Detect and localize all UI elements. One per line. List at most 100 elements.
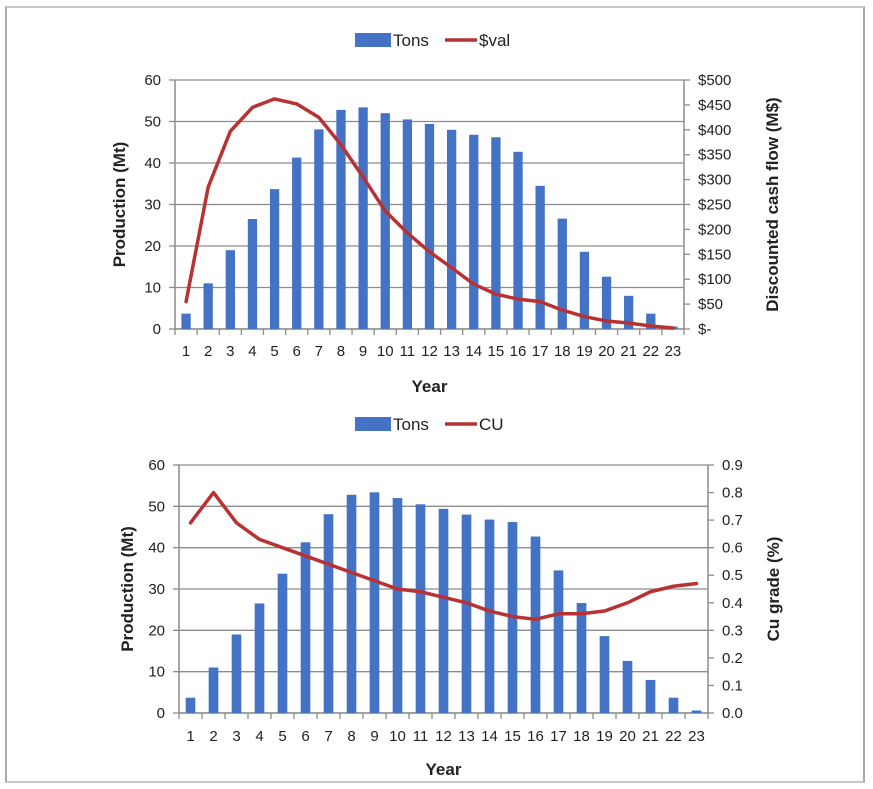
x-tick-label: 17 — [550, 728, 567, 745]
x-tick-label: 12 — [435, 728, 452, 745]
series-line-val — [184, 97, 675, 330]
bar — [336, 109, 346, 329]
x-tick-label: 21 — [620, 343, 637, 360]
x-tick-label: 4 — [255, 728, 263, 745]
figure-frame — [5, 6, 865, 783]
y-axis-title: Production (Mt) — [118, 526, 137, 652]
bar — [622, 660, 633, 713]
bar — [380, 113, 390, 329]
legend-label: $val — [479, 31, 510, 50]
chart-1: 0 10 20 30 40 50 60 $- $50 $100 $150 $200 $250 $300 $3… — [110, 31, 782, 396]
y2-tick-label: $200 — [698, 221, 731, 238]
bar — [513, 151, 523, 329]
x-tick-label: 12 — [421, 343, 438, 360]
y2-tick-label: $350 — [698, 147, 731, 164]
x-tick-label: 6 — [293, 343, 301, 360]
y-tick-label: 60 — [144, 72, 161, 89]
x-tick-label: 15 — [504, 728, 521, 745]
bar — [247, 219, 258, 329]
x-tick-label: 16 — [527, 728, 544, 745]
bar — [599, 636, 610, 713]
x-tick-label: 16 — [510, 343, 527, 360]
bar — [323, 514, 334, 713]
x-tick-label: 10 — [389, 728, 406, 745]
y2-tick-label: 0.7 — [722, 512, 743, 529]
y2-tick-label: 0.6 — [722, 540, 743, 557]
bar — [369, 492, 380, 713]
x-tick-label: 19 — [576, 343, 593, 360]
x-tick-label: 22 — [665, 728, 682, 745]
x-tick-label: 5 — [278, 728, 286, 745]
bar — [225, 250, 235, 329]
bar — [535, 185, 545, 329]
series-line-cu — [188, 490, 699, 622]
x-tick-label: 15 — [488, 343, 505, 360]
y2-tick-label: 0.3 — [722, 622, 743, 639]
legend-swatch-bar — [355, 33, 391, 47]
bar — [576, 603, 587, 713]
y2-tick-label: 0.2 — [722, 650, 743, 667]
bar — [346, 494, 357, 713]
y2-tick-label: $500 — [698, 72, 731, 89]
chart-2: 0 10 20 30 40 50 60 0.0 0.1 0.2 0.3 0.4 0.5 0.6 0.7 0.8… — [118, 415, 783, 779]
x-tick-label: 20 — [598, 343, 615, 360]
y2-axis-title: Cu grade (%) — [764, 537, 783, 642]
bar — [579, 251, 590, 329]
y-tick-label: 10 — [144, 280, 161, 297]
x-tick-label: 9 — [370, 728, 378, 745]
y-tick-label: 40 — [144, 155, 161, 172]
bar — [314, 129, 324, 329]
bar — [624, 295, 634, 329]
bar — [208, 667, 219, 713]
x-tick-label: 5 — [270, 343, 278, 360]
bar — [484, 519, 495, 713]
x-tick-label: 23 — [665, 343, 682, 360]
x-tick-label: 4 — [248, 343, 256, 360]
x-tick-label: 18 — [573, 728, 590, 745]
x-tick-label: 22 — [642, 343, 659, 360]
y-axis-title: Production (Mt) — [110, 142, 129, 268]
y2-tick-label: 0.8 — [722, 485, 743, 502]
bar — [203, 283, 213, 329]
bar — [292, 157, 302, 329]
x-axis-title: Year — [426, 760, 462, 779]
y-tick-label: 50 — [144, 114, 161, 131]
x-tick-label: 1 — [186, 728, 194, 745]
x-tick-label: 7 — [324, 728, 332, 745]
y2-tick-label: 0.5 — [722, 567, 743, 584]
legend-label: Tons — [393, 31, 429, 50]
bar — [438, 508, 449, 713]
bar — [231, 634, 242, 713]
y-tick-label: 40 — [148, 540, 165, 557]
bar — [358, 107, 368, 329]
bar — [461, 514, 472, 713]
y-tick-label: 0 — [157, 705, 165, 722]
y2-tick-label: $150 — [698, 246, 731, 263]
x-tick-label: 13 — [443, 343, 460, 360]
x-tick-label: 14 — [481, 728, 498, 745]
bar — [402, 119, 413, 329]
y2-tick-label: $300 — [698, 172, 731, 189]
bar — [300, 542, 311, 713]
y-tick-label: 50 — [148, 498, 165, 515]
bar — [469, 134, 479, 329]
legend-swatch-bar — [355, 417, 391, 431]
bar — [415, 504, 426, 713]
x-tick-label: 3 — [226, 343, 234, 360]
legend: Tons $val — [355, 31, 510, 50]
bar — [181, 313, 191, 329]
y-tick-label: 60 — [148, 457, 165, 474]
y2-tick-label: $450 — [698, 97, 731, 114]
y-tick-label: 30 — [148, 581, 165, 598]
y-tick-label: 0 — [153, 321, 161, 338]
y2-tick-label: $400 — [698, 122, 731, 139]
x-tick-label: 1 — [182, 343, 190, 360]
y2-tick-label: $100 — [698, 271, 731, 288]
x-tick-label: 3 — [232, 728, 240, 745]
x-tick-label: 7 — [315, 343, 323, 360]
x-tick-label: 23 — [688, 728, 705, 745]
bar — [530, 536, 541, 713]
x-tick-label: 2 — [209, 728, 217, 745]
legend-label: Tons — [393, 415, 429, 434]
